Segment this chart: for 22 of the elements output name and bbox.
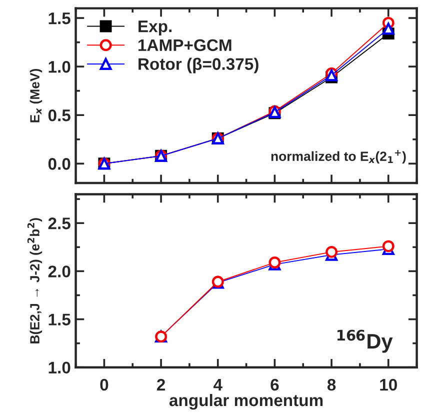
x-tick-label: 4: [213, 379, 222, 391]
y-tick-label: 1.5: [48, 314, 70, 326]
y-tick-label: 2.0: [48, 266, 70, 278]
y-tick-label: 2.5: [48, 218, 70, 230]
annotation: normalized to E$_{x}$(2$_{1}$$^{+}$): [271, 150, 406, 164]
x-tick-label: 2: [156, 378, 165, 391]
y-axis-title: E$_{x}$ (MeV): [30, 68, 42, 122]
legend-label: 1AMP+GCM: [138, 39, 232, 52]
x-tick-label: 10: [380, 378, 397, 391]
y-tick-label: 0.0: [48, 158, 70, 170]
x-tick-label: 0: [100, 378, 108, 391]
y-tick-label: 1.0: [48, 60, 70, 73]
x-tick-label: 6: [270, 378, 279, 391]
y-tick-label: 1.0: [48, 362, 70, 374]
x-axis-title: angular momentum: [169, 394, 323, 410]
x-tick-label: 8: [327, 378, 336, 391]
legend-label: Rotor (β=0.375): [138, 58, 258, 74]
legend-label: Exp.: [138, 20, 172, 36]
y-tick-label: 1.5: [48, 12, 70, 24]
y-tick-label: 0.5: [48, 109, 70, 122]
y-axis-title: B(E2,J → J-2) (e$^{2}$b$^{2}$): [27, 218, 42, 344]
annotation: $^{166}$Dy: [337, 330, 393, 353]
